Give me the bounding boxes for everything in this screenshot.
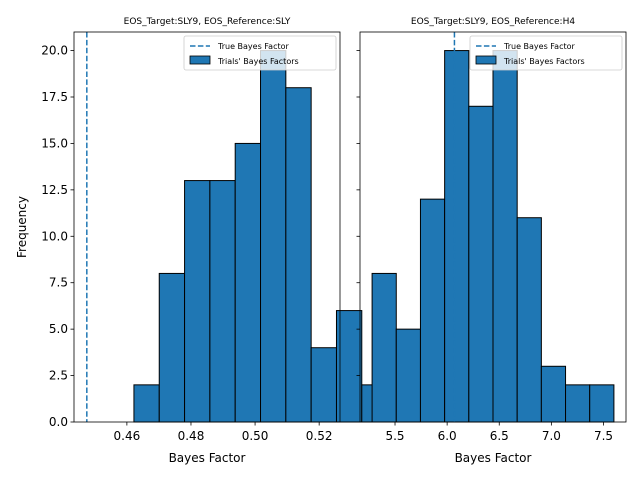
axes-frame — [359, 31, 627, 423]
histogram-bar — [260, 50, 287, 423]
y-tick-label: 20.0 — [41, 44, 68, 58]
panel-title: EOS_Target:SLY9, EOS_Reference:H4 — [411, 17, 575, 27]
legend-bar-label: Trials' Bayes Factors — [217, 57, 299, 66]
histogram-bar — [158, 272, 186, 423]
x-tick-label: 5.5 — [385, 429, 404, 443]
y-tick-label: 12.5 — [41, 183, 68, 197]
legend-bar-swatch — [189, 55, 211, 65]
x-tick-label: 0.52 — [306, 429, 333, 443]
y-axis-label: Frequency — [15, 196, 29, 258]
legend-line-label: True Bayes Factor — [217, 42, 289, 51]
x-tick-label: 0.46 — [114, 429, 141, 443]
histogram-bar — [492, 50, 518, 423]
y-tick-label: 5.0 — [49, 322, 68, 336]
x-tick-label: 0.48 — [178, 429, 205, 443]
x-axis-label: Bayes Factor — [455, 451, 532, 465]
x-tick-label: 6.5 — [490, 429, 509, 443]
legend-bar-swatch — [475, 55, 497, 65]
x-tick-label: 6.0 — [438, 429, 457, 443]
histogram-bar — [371, 272, 397, 423]
legend: True Bayes Factor Trials' Bayes Factors — [183, 35, 337, 71]
legend: True Bayes Factor Trials' Bayes Factors — [469, 35, 623, 71]
y-tick-label: 0.0 — [49, 415, 68, 429]
left-histogram-panel: 0.46 0.48 0.50 0.52 0.0 2.5 5.0 7.5 10.0 12.5 15.0… — [41, 17, 388, 465]
y-tick-label: 17.5 — [41, 90, 68, 104]
histogram-bar — [234, 142, 262, 423]
y-tick-label: 7.5 — [49, 276, 68, 290]
legend-bar-label: Trials' Bayes Factors — [503, 57, 585, 66]
histogram-bar — [444, 50, 470, 423]
legend-line-label: True Bayes Factor — [503, 42, 575, 51]
histogram-bar — [565, 384, 591, 423]
panel-title: EOS_Target:SLY9, EOS_Reference:SLY — [124, 17, 291, 27]
histogram-bar — [209, 180, 236, 423]
right-histogram-panel: 5.5 6.0 6.5 7.0 7.5 EOS_Target:SLY9, EOS_Refe… — [356, 17, 627, 465]
y-tick-label: 2.5 — [49, 369, 68, 383]
histogram-bar — [395, 328, 421, 423]
histogram-bar — [285, 87, 312, 423]
histogram-bar — [540, 365, 567, 423]
x-tick-label: 7.0 — [542, 429, 561, 443]
histogram-bar — [133, 384, 160, 423]
histogram-bar — [310, 347, 337, 423]
x-tick-label: 7.5 — [594, 429, 613, 443]
y-tick-label: 15.0 — [41, 136, 68, 150]
x-axis-label: Bayes Factor — [169, 451, 246, 465]
histogram-bar — [589, 384, 615, 423]
axes-frame — [73, 31, 341, 423]
y-tick-label: 10.0 — [41, 229, 68, 243]
histogram-bar — [184, 180, 211, 423]
histogram-bar — [468, 105, 494, 423]
legend-box — [183, 35, 337, 71]
x-tick-label: 0.50 — [242, 429, 269, 443]
legend-box — [469, 35, 623, 71]
histogram-bar — [419, 198, 446, 423]
histogram-bar — [516, 217, 542, 423]
